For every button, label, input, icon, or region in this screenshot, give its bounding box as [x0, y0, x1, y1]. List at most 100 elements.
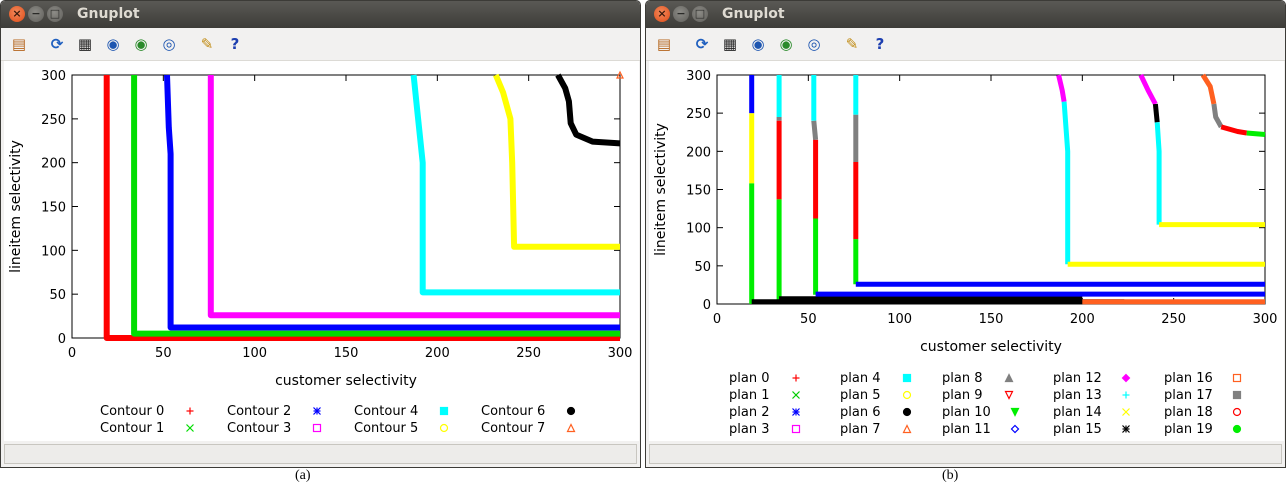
- plan-segment-16: [1061, 101, 1071, 265]
- legend-marker: [792, 391, 800, 399]
- plan-segment-8: [811, 120, 819, 141]
- x-tick-label: 150: [979, 312, 1004, 327]
- title-bar[interactable]: × − □ Gnuplot: [646, 1, 1285, 28]
- legend-marker: [1122, 391, 1130, 399]
- settings-icon[interactable]: ✎: [845, 35, 859, 53]
- y-tick-label: 200: [686, 145, 711, 160]
- contour-chart: 0 50 100 150 200 250 300 0 50 100 150 200 250 300 cust…: [8, 69, 633, 436]
- status-bar: [4, 444, 637, 464]
- legend-label: Contour 6: [481, 404, 545, 419]
- close-button[interactable]: ×: [654, 6, 670, 22]
- x-tick-label: 100: [242, 346, 267, 361]
- title-bar[interactable]: × − □ Gnuplot: [1, 1, 640, 28]
- window-title: Gnuplot: [77, 6, 140, 22]
- legend-label: plan 8: [942, 371, 982, 386]
- plot-area[interactable]: 0 50 100 150 200 250 300 0 50 100 150 200 250 300 cust…: [4, 61, 639, 441]
- x-tick-label: 300: [608, 346, 633, 361]
- y-tick-label: 50: [49, 288, 66, 303]
- maximize-button[interactable]: □: [692, 6, 708, 22]
- legend-marker: [312, 423, 322, 433]
- legend-marker: [1121, 373, 1131, 383]
- legend-label: plan 3: [729, 422, 769, 437]
- x-tick-label: 300: [1253, 312, 1278, 327]
- grid-icon[interactable]: ▦: [722, 35, 738, 53]
- legend-label: plan 7: [840, 422, 880, 437]
- legend-marker: [902, 424, 912, 434]
- legend-marker: [1232, 407, 1242, 417]
- legend-label: plan 18: [1164, 405, 1213, 420]
- help-icon[interactable]: ?: [875, 35, 885, 53]
- toolbar: ▤ ⟳ ▦ ◉ ◉ ◎ ✎?: [646, 28, 1285, 61]
- legend-label: Contour 0: [100, 404, 164, 419]
- y-axis-label: lineitem selectivity: [653, 123, 669, 256]
- series-line-contour-1: [131, 75, 620, 337]
- legend-marker: [566, 406, 576, 416]
- grid-icon[interactable]: ▦: [77, 35, 93, 53]
- zoom-previous-icon[interactable]: ◉: [751, 35, 765, 53]
- zoom-next-icon[interactable]: ◉: [779, 35, 793, 53]
- zoom-next-icon[interactable]: ◉: [134, 35, 148, 53]
- settings-icon[interactable]: ✎: [200, 35, 214, 53]
- status-bar: [649, 444, 1282, 464]
- legend-marker: [186, 424, 194, 432]
- legend-label: Contour 7: [481, 421, 545, 436]
- help-icon[interactable]: ?: [230, 35, 240, 53]
- legend-marker: [186, 407, 194, 415]
- legend-marker: [1010, 407, 1020, 417]
- y-tick-label: 300: [686, 69, 711, 84]
- legend-label: plan 13: [1053, 388, 1102, 403]
- x-tick-label: 150: [334, 346, 359, 361]
- legend-label: plan 15: [1053, 422, 1102, 437]
- x-axis-label: customer selectivity: [920, 339, 1062, 355]
- y-tick-label: 250: [686, 107, 711, 122]
- y-tick-label: 0: [58, 332, 66, 347]
- legend-label: plan 19: [1164, 422, 1213, 437]
- y-tick-label: 200: [41, 157, 66, 172]
- x-tick-label: 250: [516, 346, 541, 361]
- plan-segment-19: [1154, 122, 1162, 225]
- y-axis-label: lineitem selectivity: [8, 140, 24, 273]
- replot-icon[interactable]: ⟳: [50, 35, 64, 53]
- legend-marker: [1010, 424, 1020, 434]
- series-line-contour-3: [207, 75, 620, 319]
- maximize-button[interactable]: □: [47, 6, 63, 22]
- y-tick-label: 250: [41, 113, 66, 128]
- y-tick-label: 100: [686, 222, 711, 237]
- legend-marker: [902, 407, 912, 417]
- legend-label: Contour 5: [354, 421, 418, 436]
- plan-segment-23: [1246, 130, 1266, 137]
- autoscale-icon[interactable]: ◎: [162, 35, 176, 53]
- legend-label: plan 12: [1053, 371, 1102, 386]
- legend-label: plan 1: [729, 388, 769, 403]
- x-tick-label: 200: [1070, 312, 1095, 327]
- legend-marker: [1232, 373, 1242, 383]
- x-tick-label: 200: [425, 346, 450, 361]
- legend-label: plan 16: [1164, 371, 1213, 386]
- legend-marker: [1004, 390, 1014, 400]
- figure-caption-a: (a): [295, 468, 311, 483]
- copy-clipboard-icon[interactable]: ▤: [11, 35, 27, 53]
- legend-label: plan 14: [1053, 405, 1102, 420]
- legend-label: plan 0: [729, 371, 769, 386]
- minimize-button[interactable]: −: [28, 6, 44, 22]
- plot-area[interactable]: 0 50 100 150 200 250 300 0 50 100 150 200 250 300 cust…: [649, 61, 1284, 441]
- autoscale-icon[interactable]: ◎: [807, 35, 821, 53]
- minimize-button[interactable]: −: [673, 6, 689, 22]
- legend-label: plan 6: [840, 405, 880, 420]
- zoom-previous-icon[interactable]: ◉: [106, 35, 120, 53]
- legend-label: Contour 4: [354, 404, 418, 419]
- legend-label: plan 17: [1164, 388, 1213, 403]
- x-tick-label: 0: [713, 312, 721, 327]
- x-tick-label: 0: [68, 346, 76, 361]
- legend-label: Contour 3: [227, 421, 291, 436]
- gnuplot-window-b: × − □ Gnuplot ▤ ⟳ ▦ ◉ ◉ ◎ ✎? 0 50 100 150 200 250 30…: [645, 0, 1286, 468]
- series-line-contour-4: [410, 74, 620, 296]
- legend-label: Contour 2: [227, 404, 291, 419]
- close-button[interactable]: ×: [9, 6, 25, 22]
- replot-icon[interactable]: ⟳: [695, 35, 709, 53]
- x-tick-label: 50: [800, 312, 817, 327]
- copy-clipboard-icon[interactable]: ▤: [656, 35, 672, 53]
- series-line-contour-0: [103, 75, 620, 341]
- toolbar: ▤ ⟳ ▦ ◉ ◉ ◎ ✎?: [1, 28, 640, 61]
- plan-chart: 0 50 100 150 200 250 300 0 50 100 150 200 250 300 cust…: [653, 69, 1278, 437]
